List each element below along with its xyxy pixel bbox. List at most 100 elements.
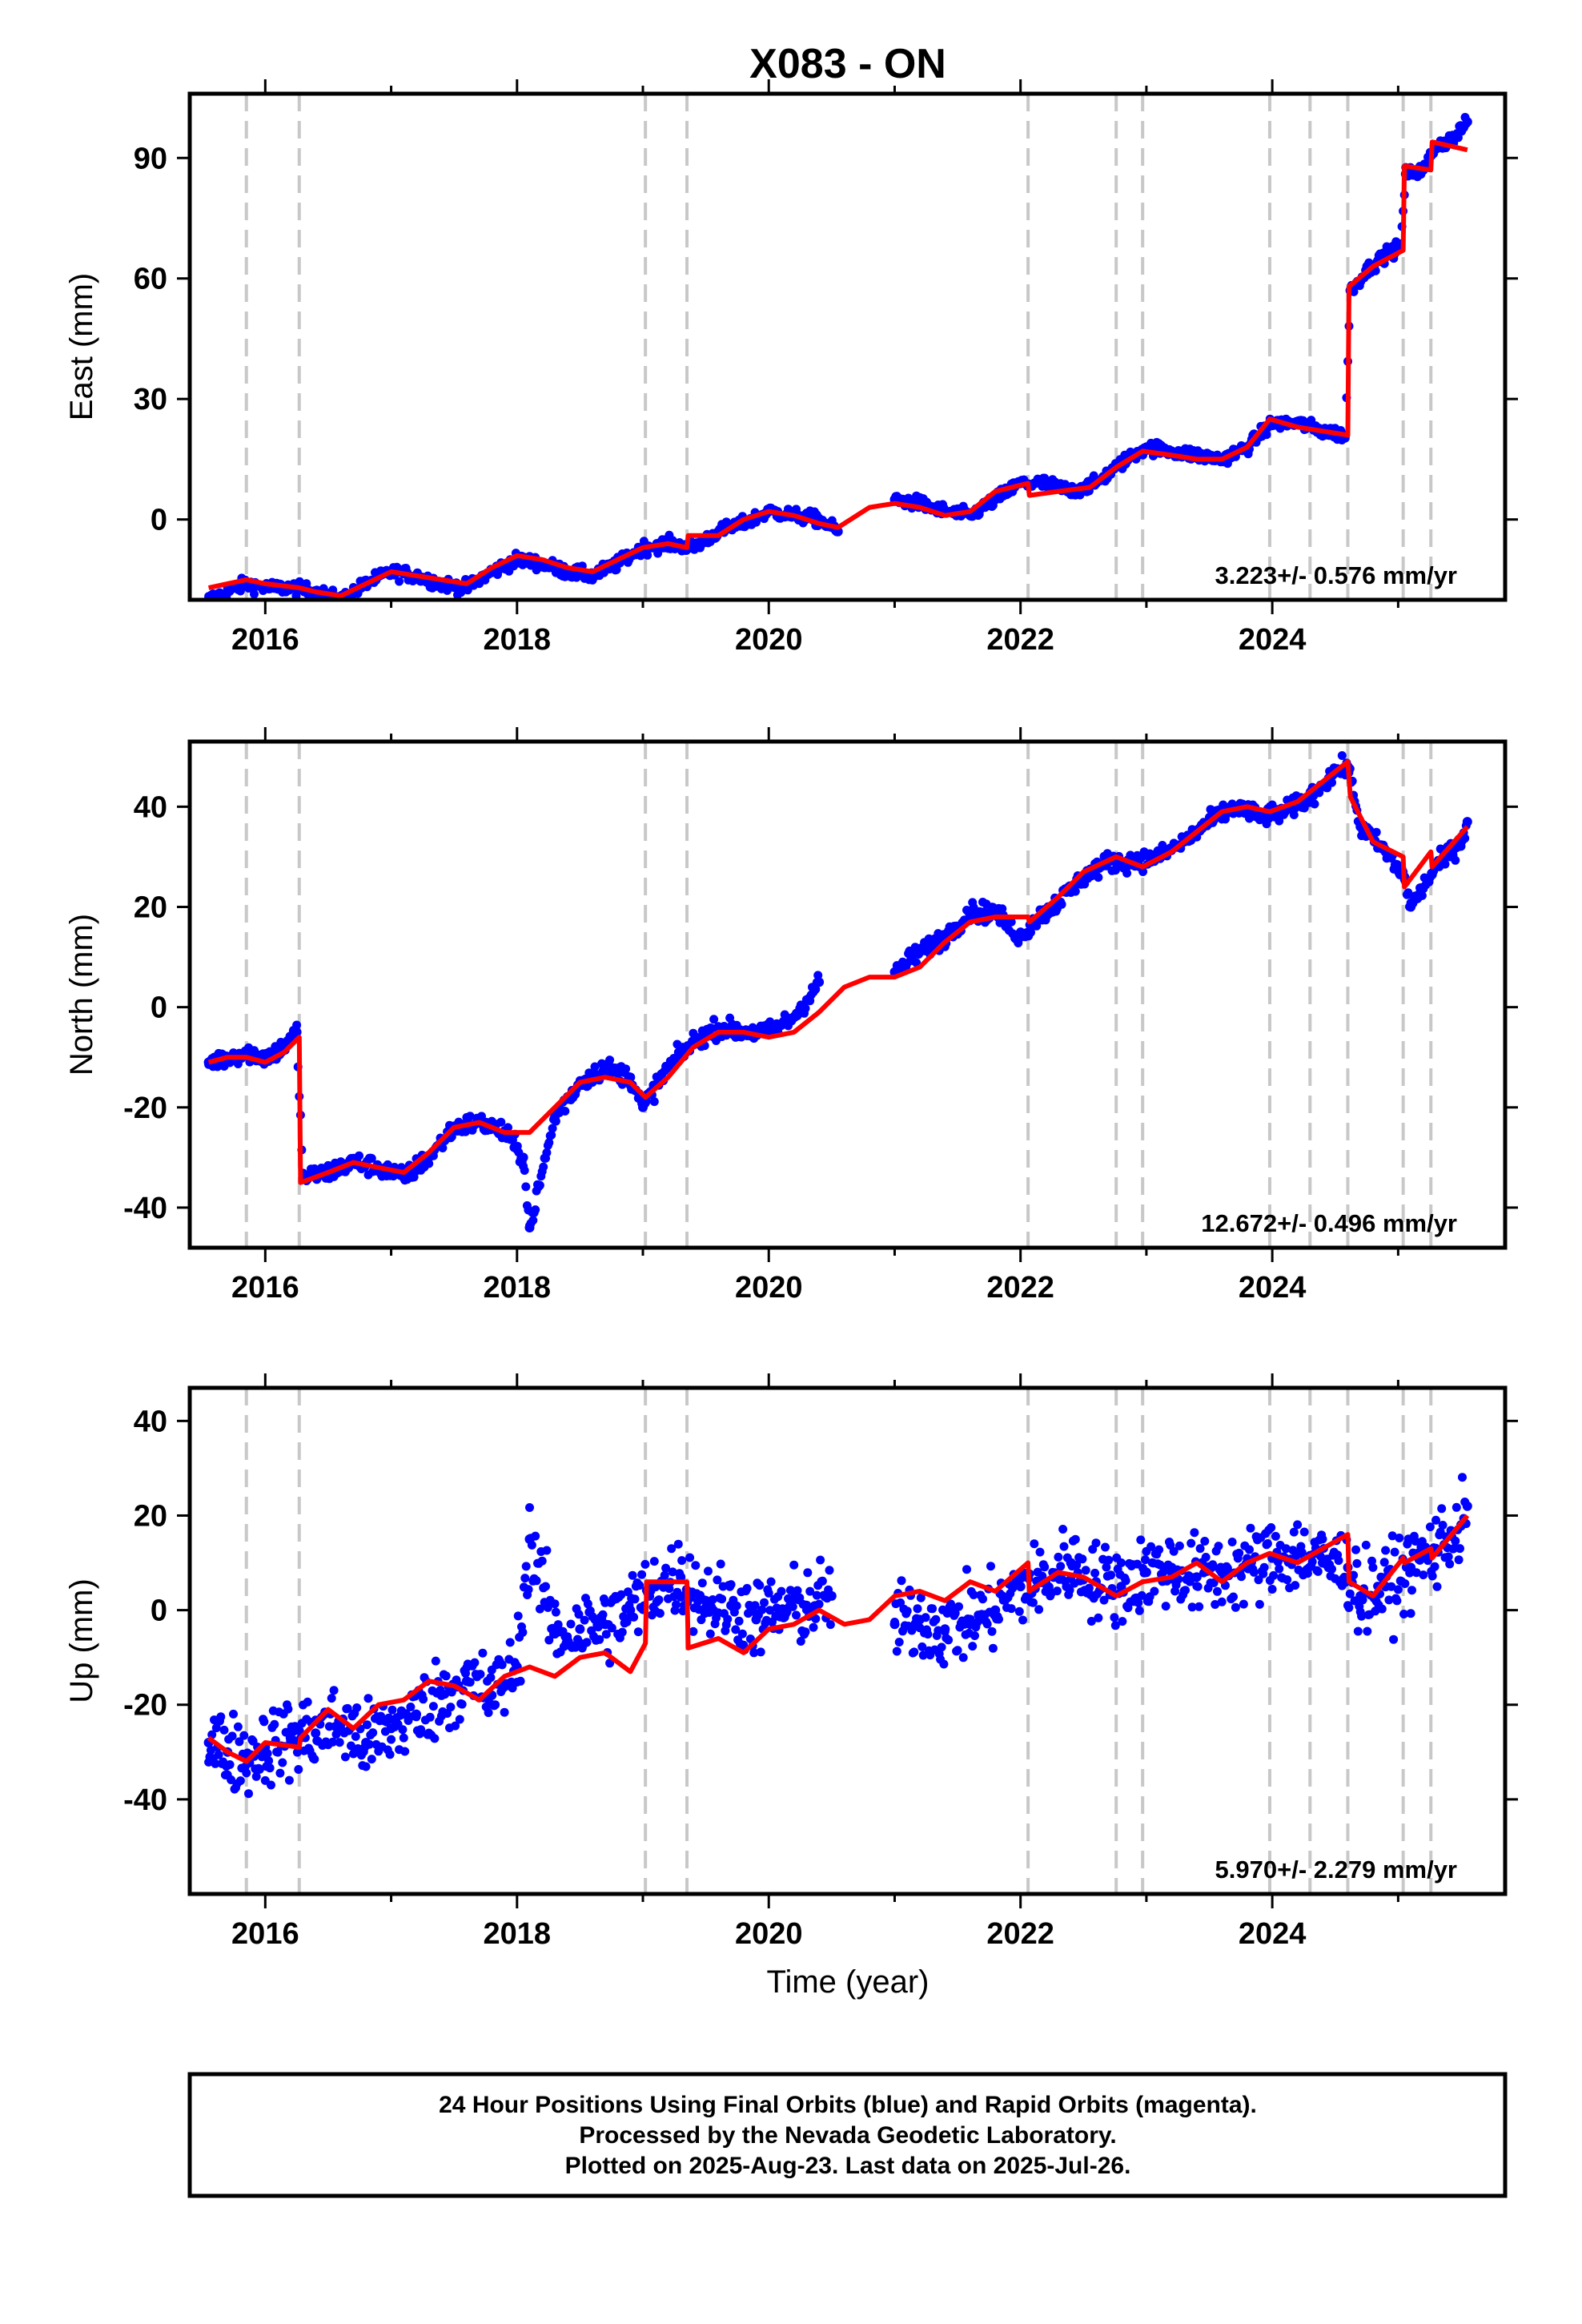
up-observation-point — [235, 1776, 245, 1786]
east-xtick-label: 2024 — [1239, 623, 1307, 657]
east-ytick-label: 30 — [134, 383, 167, 416]
up-observation-marker — [625, 1605, 636, 1615]
north-observation-point — [1327, 778, 1336, 787]
up-observation-point — [310, 1755, 319, 1764]
up-observation-point — [907, 1626, 917, 1635]
up-observation-point — [1377, 1604, 1387, 1614]
east-xtick-label: 2016 — [231, 623, 299, 657]
up-observation-point — [1190, 1528, 1199, 1538]
up-observation-point — [1070, 1534, 1080, 1544]
north-observation-point — [1122, 868, 1132, 878]
up-observation-point — [628, 1570, 637, 1580]
up-observation-point — [1150, 1586, 1159, 1596]
up-observation-point — [211, 1723, 221, 1733]
up-observation-point — [1432, 1582, 1442, 1591]
up-observation-point — [363, 1694, 373, 1703]
up-observation-point — [697, 1578, 707, 1588]
north-model-line — [207, 759, 1470, 1185]
up-observation-point — [273, 1747, 283, 1757]
up-observation-point — [1368, 1562, 1378, 1572]
north-observation-point — [496, 1117, 506, 1127]
east-xtick-label: 2022 — [986, 623, 1054, 657]
up-observation-point — [451, 1721, 460, 1731]
north-observation-point — [539, 1162, 548, 1172]
up-observation-point — [716, 1559, 725, 1569]
north-observation-point — [465, 1112, 475, 1121]
up-observation-point — [542, 1546, 552, 1555]
up-observation-point — [1217, 1597, 1227, 1606]
up-observation-point — [329, 1686, 339, 1695]
up-observation-point — [1400, 1579, 1410, 1588]
up-observation-point — [969, 1590, 978, 1599]
up-observation-point — [1090, 1568, 1100, 1578]
up-observation-point — [265, 1763, 275, 1773]
up-observation-point — [425, 1712, 435, 1722]
up-observation-point — [516, 1676, 525, 1686]
caption-box — [187, 2072, 1508, 2198]
up-observation-point — [239, 1731, 249, 1740]
up-observation-point — [1154, 1545, 1164, 1554]
up-observation-marker — [412, 1709, 421, 1719]
up-observation-point — [755, 1581, 765, 1590]
up-observation-marker — [1116, 1582, 1126, 1592]
up-observation-marker — [1015, 1582, 1026, 1592]
up-observation-point — [219, 1725, 229, 1735]
up-observation-point — [902, 1606, 912, 1616]
up-observation-point — [601, 1630, 611, 1639]
up-observation-point — [457, 1699, 467, 1709]
up-observation-point — [1054, 1552, 1063, 1562]
up-observation-point — [1227, 1538, 1237, 1546]
up-observation-marker — [1217, 1567, 1227, 1578]
up-observation-point — [1259, 1562, 1269, 1572]
north-observation-point — [1315, 788, 1324, 798]
up-observation-point — [811, 1614, 821, 1623]
up-xtick-label: 2020 — [735, 1917, 803, 1951]
up-observation-point — [731, 1625, 741, 1634]
east-plot-area — [203, 113, 1472, 600]
up-observation-point — [1237, 1572, 1246, 1582]
up-observation-point — [737, 1629, 747, 1638]
up-observation-point — [1193, 1582, 1203, 1591]
north-observation-point — [547, 1130, 556, 1140]
up-observation-point — [524, 1585, 533, 1594]
up-observation-marker — [914, 1614, 925, 1625]
up-observation-point — [525, 1503, 534, 1512]
up-observation-point — [1430, 1562, 1439, 1571]
up-observation-point — [944, 1635, 954, 1645]
up-observation-point — [363, 1720, 371, 1730]
north-observation-point — [1403, 888, 1413, 898]
up-observation-marker — [386, 1723, 396, 1734]
x-axis-label: Time (year) — [767, 1964, 930, 2000]
up-observation-point — [367, 1755, 376, 1764]
up-observation-point — [1283, 1575, 1292, 1585]
up-observation-point — [672, 1600, 681, 1610]
up-observation-point — [809, 1622, 818, 1632]
up-observation-point — [1181, 1586, 1190, 1595]
up-observation-point — [583, 1599, 592, 1609]
up-observation-point — [1411, 1537, 1420, 1546]
up-observation-point — [1390, 1547, 1399, 1557]
up-observation-point — [1110, 1613, 1119, 1622]
up-observation-point — [335, 1738, 344, 1747]
up-observation-point — [1254, 1575, 1263, 1585]
up-observation-point — [1367, 1556, 1376, 1566]
up-observation-point — [607, 1623, 616, 1633]
up-observation-marker — [726, 1600, 737, 1610]
up-observation-point — [757, 1605, 767, 1614]
caption-line-1: 24 Hour Positions Using Final Orbits (bl… — [439, 2092, 1257, 2118]
up-observation-point — [566, 1619, 576, 1629]
up-observation-point — [543, 1602, 552, 1612]
up-observation-point — [917, 1642, 927, 1651]
up-observation-point — [1056, 1562, 1066, 1571]
north-observation-point — [590, 1062, 600, 1072]
up-observation-point — [251, 1771, 261, 1781]
up-observation-point — [1458, 1473, 1467, 1482]
up-observation-point — [1195, 1544, 1205, 1554]
up-observation-point — [970, 1631, 979, 1640]
up-observation-point — [1245, 1545, 1254, 1554]
north-observation-marker — [550, 1112, 560, 1123]
east-model-line — [207, 139, 1468, 598]
up-observation-point — [275, 1768, 285, 1778]
chart-title: X083 - ON — [749, 41, 946, 87]
up-observation-point — [668, 1567, 677, 1577]
